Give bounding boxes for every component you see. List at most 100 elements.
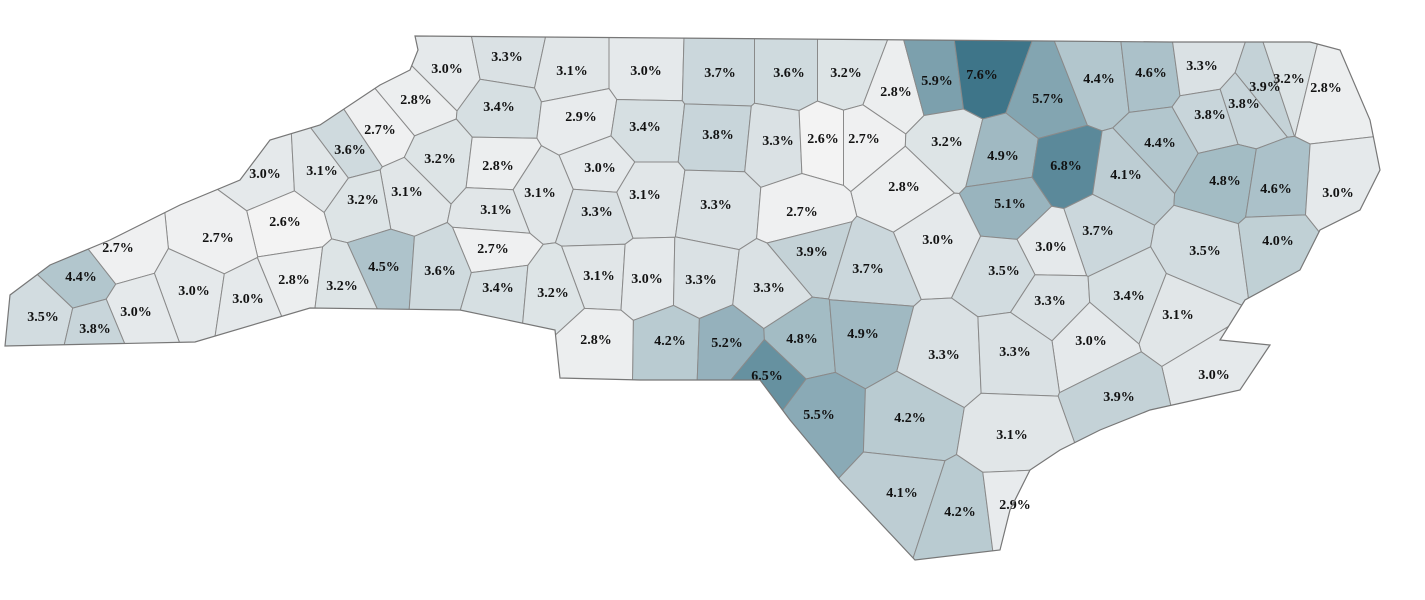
county-label: 3.3% — [999, 345, 1031, 360]
county-label: 3.1% — [524, 186, 556, 201]
county-label: 3.0% — [584, 161, 616, 176]
county-label: 2.8% — [580, 333, 612, 348]
county-label: 2.7% — [786, 205, 818, 220]
county-label: 3.0% — [431, 62, 463, 77]
county-label: 3.0% — [631, 272, 663, 287]
county-label: 2.8% — [880, 85, 912, 100]
county-label: 5.5% — [803, 408, 835, 423]
county-label: 4.4% — [1083, 72, 1115, 87]
county-label: 2.8% — [482, 159, 514, 174]
county — [0, 0, 168, 284]
county-label: 3.3% — [685, 273, 717, 288]
county-label: 4.6% — [1135, 66, 1167, 81]
county-label: 6.8% — [1050, 159, 1082, 174]
county-label: 2.7% — [364, 123, 396, 138]
county — [1162, 312, 1425, 595]
county-label: 3.2% — [424, 152, 456, 167]
county-label: 3.0% — [1075, 334, 1107, 349]
county-label: 6.5% — [751, 369, 783, 384]
county-label: 3.0% — [630, 64, 662, 79]
county-label: 3.3% — [581, 205, 613, 220]
county-label: 3.1% — [1162, 308, 1194, 323]
county-label: 2.8% — [278, 273, 310, 288]
county-label: 3.5% — [988, 264, 1020, 279]
county-label: 3.9% — [796, 245, 828, 260]
county-label: 3.0% — [120, 305, 152, 320]
county-label: 2.7% — [102, 241, 134, 256]
county-label: 3.5% — [27, 310, 59, 325]
county — [1295, 0, 1425, 144]
county-label: 3.3% — [1186, 59, 1218, 74]
county-label: 3.1% — [306, 164, 338, 179]
county-label: 3.2% — [931, 135, 963, 150]
county-label: 3.4% — [629, 120, 661, 135]
county-label: 4.2% — [654, 334, 686, 349]
county — [0, 137, 116, 309]
county-label: 4.4% — [65, 270, 97, 285]
county-label: 2.9% — [565, 110, 597, 125]
county-label: 4.8% — [1209, 174, 1241, 189]
county-label: 3.8% — [79, 322, 111, 337]
county-label: 3.1% — [480, 203, 512, 218]
county-label: 5.7% — [1032, 92, 1064, 107]
county-label: 3.7% — [704, 66, 736, 81]
county-label: 4.1% — [886, 486, 918, 501]
county-label: 3.2% — [830, 66, 862, 81]
county-label: 3.7% — [1082, 224, 1114, 239]
county-label: 4.2% — [894, 411, 926, 426]
county-label: 3.2% — [537, 286, 569, 301]
county-label: 3.3% — [1034, 294, 1066, 309]
county-label: 3.0% — [178, 284, 210, 299]
county-label: 3.0% — [249, 167, 281, 182]
county-label: 3.3% — [753, 281, 785, 296]
county — [409, 308, 633, 595]
county — [609, 0, 685, 101]
county-label: 3.9% — [1103, 390, 1135, 405]
county-label: 2.6% — [269, 215, 301, 230]
county — [755, 0, 818, 111]
county-label: 3.1% — [556, 64, 588, 79]
county-label: 5.2% — [711, 336, 743, 351]
county-label: 2.7% — [477, 242, 509, 257]
county-label: 5.9% — [921, 74, 953, 89]
county-label: 3.3% — [491, 50, 523, 65]
county-label: 3.8% — [702, 128, 734, 143]
county-label: 5.1% — [994, 197, 1026, 212]
county-label: 3.0% — [232, 292, 264, 307]
county-label: 3.2% — [347, 193, 379, 208]
county — [405, 223, 471, 456]
county-label: 3.2% — [1273, 72, 1305, 87]
county-label: 3.4% — [482, 281, 514, 296]
county-label: 3.1% — [629, 188, 661, 203]
county-label: 4.0% — [1262, 234, 1294, 249]
county-label: 3.7% — [852, 262, 884, 277]
county — [682, 0, 754, 106]
county-label: 2.7% — [202, 231, 234, 246]
county — [644, 372, 865, 595]
county-label: 3.6% — [334, 143, 366, 158]
county-label: 2.6% — [807, 132, 839, 147]
county-label: 3.6% — [773, 66, 805, 81]
county-label: 3.3% — [928, 348, 960, 363]
county — [1306, 131, 1425, 364]
county-label: 4.5% — [368, 260, 400, 275]
county-label: 2.8% — [1310, 81, 1342, 96]
county-label: 2.7% — [848, 132, 880, 147]
county-label: 3.0% — [922, 233, 954, 248]
county-label: 3.0% — [1035, 240, 1067, 255]
county-label: 3.2% — [326, 279, 358, 294]
county-label: 4.1% — [1110, 168, 1142, 183]
county-label: 3.1% — [996, 428, 1028, 443]
county-label: 4.9% — [847, 327, 879, 342]
county-label: 4.6% — [1260, 182, 1292, 197]
county-label: 7.6% — [966, 68, 998, 83]
county-label: 3.1% — [391, 185, 423, 200]
county-label: 4.8% — [786, 332, 818, 347]
county-label: 2.8% — [400, 93, 432, 108]
county-label: 3.0% — [1198, 368, 1230, 383]
county — [535, 0, 610, 102]
county-label: 4.9% — [987, 149, 1019, 164]
county-label: 3.6% — [424, 264, 456, 279]
